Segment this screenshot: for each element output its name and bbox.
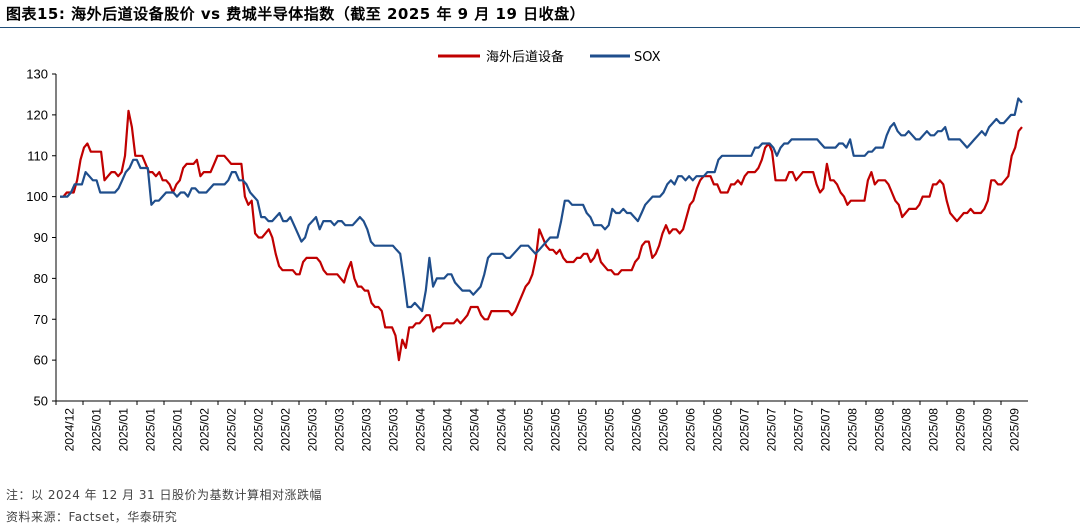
x-tick-label: 2025/07 xyxy=(792,408,806,452)
legend-label-red: 海外后道设备 xyxy=(486,49,564,65)
x-tick-label: 2025/03 xyxy=(360,408,374,452)
x-tick-label: 2025/02 xyxy=(279,408,293,452)
x-tick-label: 2025/04 xyxy=(414,408,428,452)
x-tick-label: 2025/09 xyxy=(981,408,995,452)
x-tick-label: 2025/05 xyxy=(549,408,563,452)
x-tick-label: 2025/01 xyxy=(117,408,131,452)
x-tick-label: 2025/07 xyxy=(819,408,833,452)
x-tick-label: 2025/01 xyxy=(90,408,104,452)
chart-title: 图表15: 海外后道设备股价 vs 费城半导体指数（截至 2025 年 9 月 … xyxy=(6,5,586,23)
x-tick-label: 2025/04 xyxy=(441,408,455,452)
x-tick-label: 2024/12 xyxy=(63,408,77,452)
x-tick-label: 2025/09 xyxy=(954,408,968,452)
x-tick-label: 2025/02 xyxy=(252,408,266,452)
footnote: 注：以 2024 年 12 月 31 日股价为基数计算相对涨跌幅 xyxy=(6,488,322,502)
x-axis-ticks: 2024/12 2025/01 2025/01 2025/01 2025/01 2025/… xyxy=(55,401,1022,452)
x-tick-label: 2025/02 xyxy=(225,408,239,452)
legend-label-blue: SOX xyxy=(634,50,661,65)
x-tick-label: 2025/08 xyxy=(873,408,887,452)
series-lines xyxy=(60,97,1023,362)
y-tick-label: 110 xyxy=(27,148,48,163)
x-tick-label: 2025/02 xyxy=(198,408,212,452)
y-tick-label: 50 xyxy=(34,394,48,409)
x-tick-label: 2025/04 xyxy=(495,408,509,452)
x-tick-label: 2025/01 xyxy=(171,408,185,452)
x-tick-label: 2025/07 xyxy=(765,408,779,452)
x-tick-label: 2025/06 xyxy=(684,408,698,452)
series-line-blue xyxy=(60,97,1023,313)
x-tick-label: 2025/08 xyxy=(927,408,941,452)
x-tick-label: 2025/04 xyxy=(468,408,482,452)
y-tick-label: 90 xyxy=(34,230,48,245)
x-tick-label: 2025/07 xyxy=(738,408,752,452)
series-line-red xyxy=(60,109,1023,362)
x-tick-label: 2025/08 xyxy=(846,408,860,452)
x-tick-label: 2025/05 xyxy=(576,408,590,452)
legend: 海外后道设备 SOX xyxy=(438,49,661,65)
x-tick-label: 2025/06 xyxy=(711,408,725,452)
y-tick-label: 130 xyxy=(26,67,48,82)
x-tick-label: 2025/03 xyxy=(306,408,320,452)
y-tick-label: 80 xyxy=(34,271,48,286)
x-tick-label: 2025/03 xyxy=(333,408,347,452)
x-tick-label: 2025/06 xyxy=(657,408,671,452)
y-axis-ticks: 50 60 70 80 90 100 110 120 130 xyxy=(26,67,56,409)
x-tick-label: 2025/05 xyxy=(603,408,617,452)
y-tick-label: 120 xyxy=(26,107,48,122)
x-tick-label: 2025/09 xyxy=(1008,408,1022,452)
x-tick-label: 2025/06 xyxy=(630,408,644,452)
y-tick-label: 60 xyxy=(34,353,48,368)
x-tick-label: 2025/05 xyxy=(522,408,536,452)
y-tick-label: 100 xyxy=(26,189,48,204)
line-chart: 海外后道设备 SOX 50 60 70 80 90 100 110 120 130 2024/1… xyxy=(26,49,1028,452)
title-divider xyxy=(0,27,1080,28)
source-note: 资料来源：Factset，华泰研究 xyxy=(6,510,178,524)
x-tick-label: 2025/01 xyxy=(144,408,158,452)
y-tick-label: 70 xyxy=(34,312,48,327)
x-tick-label: 2025/08 xyxy=(900,408,914,452)
x-tick-label: 2025/03 xyxy=(387,408,401,452)
